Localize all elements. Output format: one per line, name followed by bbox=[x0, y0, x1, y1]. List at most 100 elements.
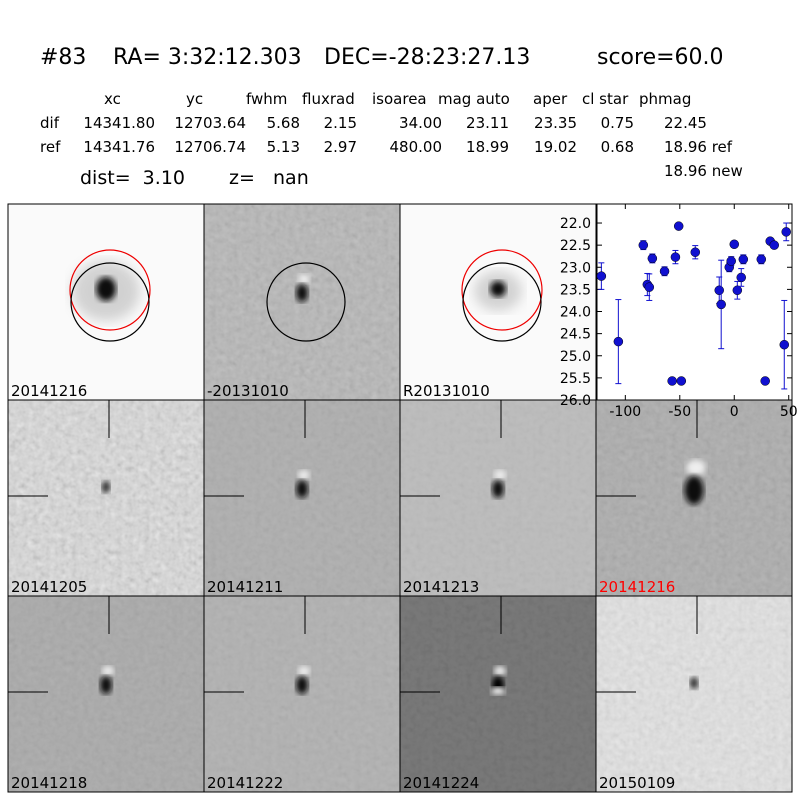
source-positive bbox=[298, 470, 310, 480]
stamp-label: 20141211 bbox=[207, 578, 283, 596]
point bbox=[716, 299, 726, 310]
stamp: 20141205 bbox=[7, 399, 205, 597]
table-cell: 14341.80 bbox=[83, 114, 155, 132]
point bbox=[726, 256, 736, 266]
column-header: phmag bbox=[639, 90, 691, 108]
point bbox=[673, 221, 684, 231]
stamp-label: -20131010 bbox=[207, 382, 289, 400]
stamp-image bbox=[400, 204, 596, 400]
table-cell: 18.99 bbox=[466, 138, 509, 156]
column-header: mag auto bbox=[438, 90, 510, 108]
stamp-image bbox=[204, 204, 400, 400]
point bbox=[676, 376, 687, 386]
stamp: 20150109 bbox=[595, 595, 793, 793]
stamp-noise bbox=[8, 400, 204, 596]
source bbox=[690, 677, 698, 689]
y-tick-label: 23.0 bbox=[560, 260, 591, 276]
source bbox=[684, 475, 704, 505]
x-tick-label: -100 bbox=[609, 404, 641, 420]
column-header: xc bbox=[104, 90, 121, 108]
table-cell: 22.45 bbox=[664, 114, 707, 132]
point bbox=[714, 285, 724, 296]
source bbox=[296, 676, 308, 694]
stamp-label: 20141224 bbox=[403, 774, 479, 792]
stamp-image bbox=[204, 400, 400, 596]
stamp: 20141222 bbox=[203, 595, 401, 793]
stamp: 20141224 bbox=[399, 595, 597, 793]
x-tick-label: 0 bbox=[730, 404, 739, 420]
stamp-image bbox=[8, 204, 204, 400]
column-header: cl star bbox=[582, 90, 629, 108]
point bbox=[729, 239, 740, 250]
table-cell: 34.00 bbox=[399, 114, 442, 132]
table-cell: 5.68 bbox=[267, 114, 300, 132]
source bbox=[296, 284, 308, 302]
stamp-label: 20141216 bbox=[599, 578, 675, 596]
aperture bbox=[462, 262, 542, 342]
table-cell: 480.00 bbox=[390, 138, 443, 156]
stamp-label: R20131010 bbox=[403, 382, 490, 400]
x-tick-label: 50 bbox=[780, 404, 798, 420]
y-tick-label: 24.5 bbox=[560, 327, 591, 343]
stamp-label: 20141218 bbox=[11, 774, 87, 792]
source-positive bbox=[494, 470, 506, 480]
stamp-label: 20141205 bbox=[11, 578, 87, 596]
chart: 22.0 22.5 23.0 23.5 24.0 24.5 25.0 25.5 26.0 -100… bbox=[560, 203, 798, 420]
point bbox=[760, 376, 770, 386]
y-tick-label: 22.0 bbox=[560, 216, 591, 232]
point bbox=[667, 376, 677, 386]
point bbox=[779, 339, 790, 350]
table-cell: 0.68 bbox=[601, 138, 634, 156]
y-tick-label: 22.5 bbox=[560, 238, 591, 254]
x-tick-label: -50 bbox=[668, 404, 691, 420]
table-cell: 0.75 bbox=[601, 114, 634, 132]
aperture bbox=[266, 262, 346, 342]
aperture-red bbox=[461, 249, 543, 331]
stamp: -20131010 bbox=[203, 203, 401, 401]
source bbox=[102, 481, 110, 493]
aperture bbox=[70, 262, 150, 342]
table-cell: 14341.76 bbox=[83, 138, 155, 156]
stamp-image bbox=[596, 400, 792, 596]
source bbox=[296, 480, 308, 498]
source-positive bbox=[686, 459, 706, 476]
stamp-border bbox=[595, 595, 793, 793]
source bbox=[490, 281, 506, 297]
table-cell: 23.11 bbox=[466, 114, 509, 132]
point bbox=[769, 240, 779, 250]
source bbox=[492, 480, 504, 498]
stamp-image bbox=[8, 596, 204, 792]
plot-area bbox=[596, 203, 793, 401]
table-cell: 23.35 bbox=[534, 114, 577, 132]
point bbox=[596, 271, 607, 281]
source bbox=[100, 676, 112, 694]
column-header: aper bbox=[533, 90, 568, 108]
stamp-image bbox=[400, 400, 596, 596]
column-header: fluxrad bbox=[302, 90, 355, 108]
dist: dist= 3.10 bbox=[80, 167, 185, 189]
table-cell: 5.13 bbox=[267, 138, 300, 156]
y-tick-label: 25.0 bbox=[560, 349, 591, 365]
stamp: 20141216 bbox=[7, 203, 205, 401]
point bbox=[738, 254, 749, 265]
table-cell: 2.97 bbox=[324, 138, 357, 156]
point bbox=[732, 285, 743, 296]
stamp-image bbox=[204, 596, 400, 792]
stamp-label: 20141213 bbox=[403, 578, 479, 596]
stamp-label: 20141216 bbox=[11, 382, 87, 400]
stamp: 20141216 bbox=[595, 399, 793, 597]
stamp: 20141218 bbox=[7, 595, 205, 793]
candidate-id: #83 bbox=[40, 45, 86, 70]
point bbox=[736, 272, 746, 283]
point bbox=[638, 240, 649, 250]
redshift: z= nan bbox=[229, 167, 309, 189]
phmag-new: 18.96 new bbox=[664, 162, 743, 180]
point bbox=[613, 336, 624, 347]
point bbox=[690, 247, 701, 257]
stamp-noise bbox=[596, 596, 792, 792]
row-label: dif bbox=[40, 114, 60, 132]
point bbox=[647, 253, 658, 264]
stamp-image bbox=[596, 596, 792, 792]
ra: RA= 3:32:12.303 bbox=[113, 45, 302, 70]
